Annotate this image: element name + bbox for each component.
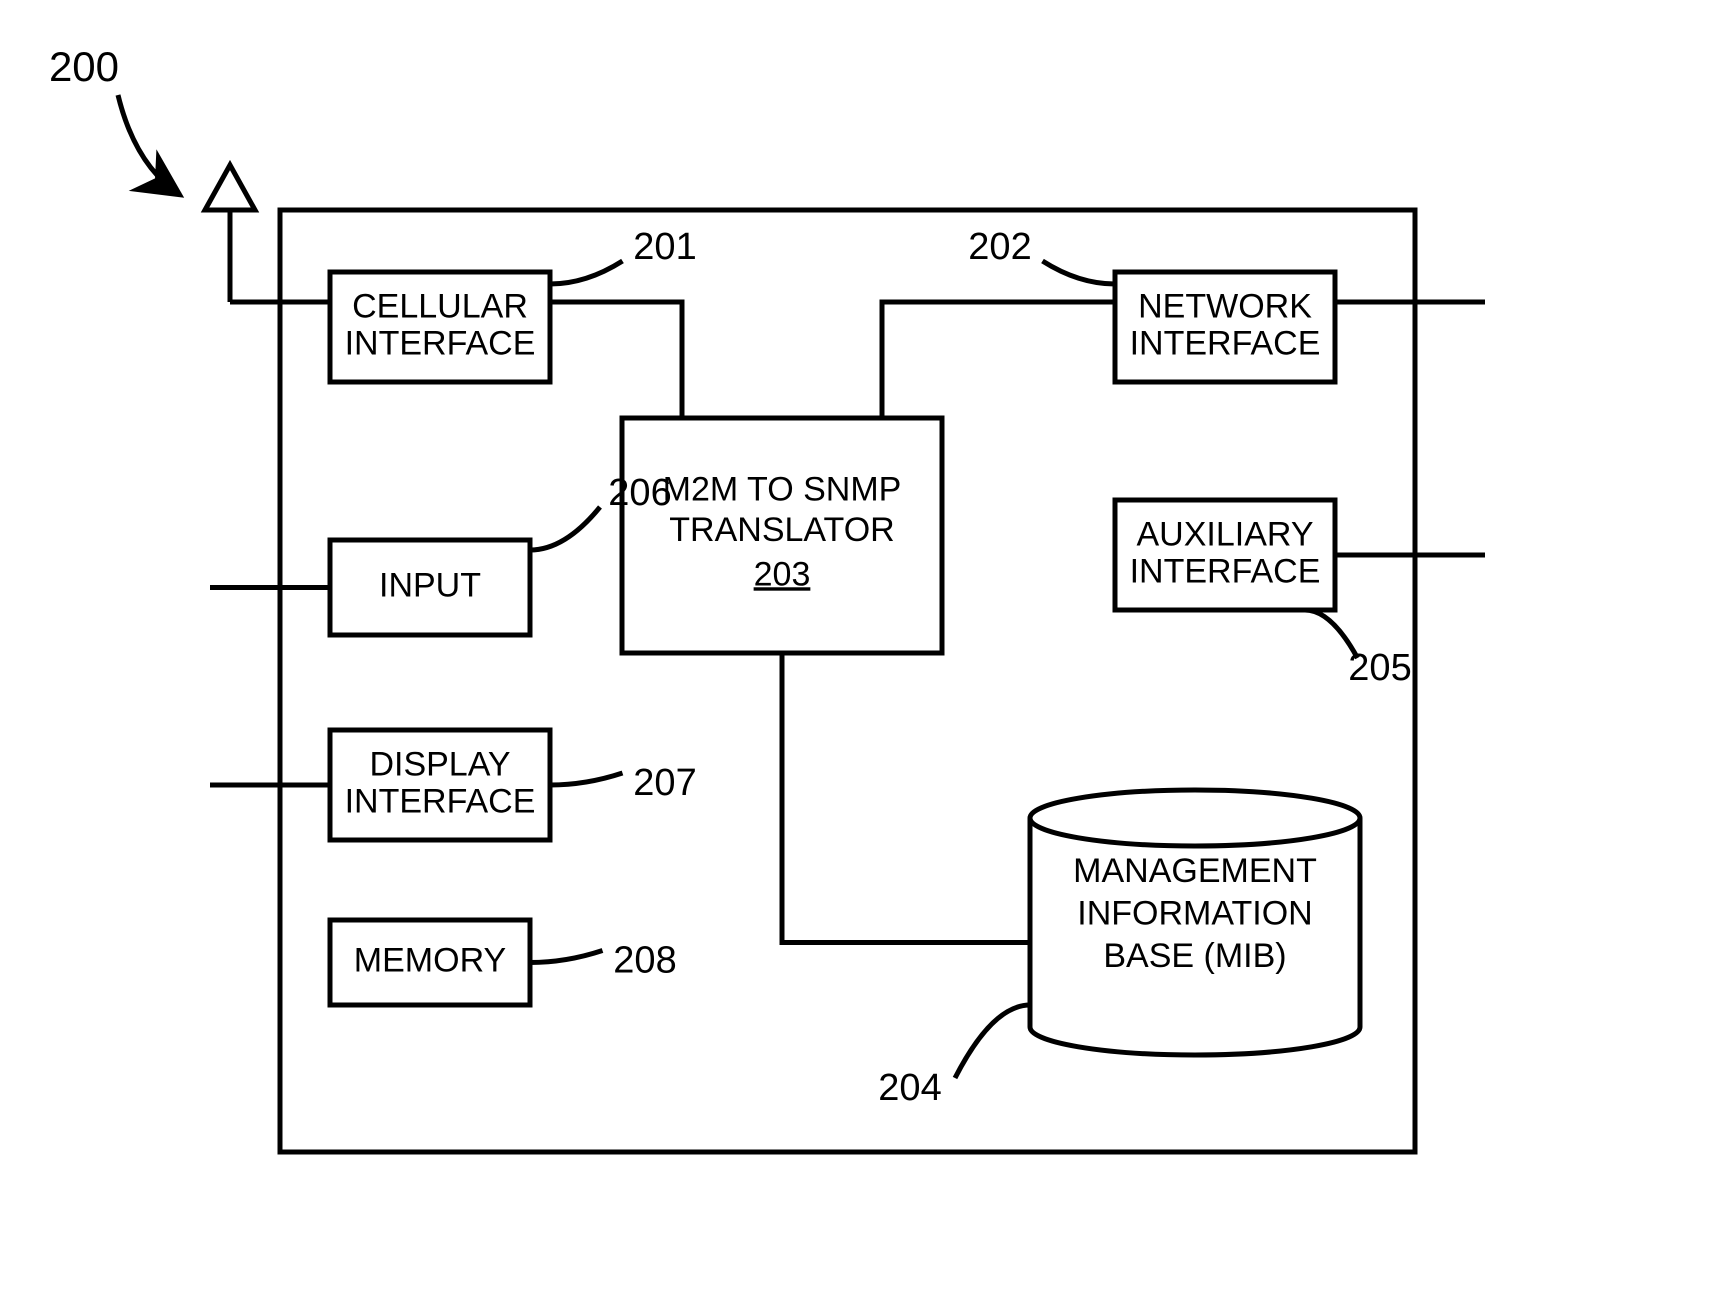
svg-text:TRANSLATOR: TRANSLATOR: [669, 511, 894, 549]
svg-text:INTERFACE: INTERFACE: [345, 325, 536, 363]
svg-text:INTERFACE: INTERFACE: [345, 783, 536, 821]
svg-text:202: 202: [968, 226, 1031, 268]
svg-text:204: 204: [878, 1067, 941, 1109]
svg-text:AUXILIARY: AUXILIARY: [1136, 515, 1313, 553]
svg-text:201: 201: [633, 226, 696, 268]
svg-text:NETWORK: NETWORK: [1138, 287, 1312, 325]
svg-text:DISPLAY: DISPLAY: [369, 745, 510, 783]
svg-text:BASE (MIB): BASE (MIB): [1103, 937, 1286, 975]
svg-text:CELLULAR: CELLULAR: [352, 287, 528, 325]
svg-text:INPUT: INPUT: [379, 566, 481, 604]
svg-text:205: 205: [1348, 647, 1411, 689]
svg-text:INTERFACE: INTERFACE: [1130, 553, 1321, 591]
svg-text:208: 208: [613, 940, 676, 982]
svg-text:MANAGEMENT: MANAGEMENT: [1073, 852, 1317, 890]
svg-text:200: 200: [49, 43, 119, 90]
svg-text:INTERFACE: INTERFACE: [1130, 325, 1321, 363]
svg-text:206: 206: [608, 472, 671, 514]
svg-text:203: 203: [754, 555, 811, 593]
svg-text:207: 207: [633, 762, 696, 804]
svg-text:INFORMATION: INFORMATION: [1077, 894, 1312, 932]
svg-text:MEMORY: MEMORY: [354, 941, 506, 979]
svg-text:M2M TO SNMP: M2M TO SNMP: [663, 470, 902, 508]
